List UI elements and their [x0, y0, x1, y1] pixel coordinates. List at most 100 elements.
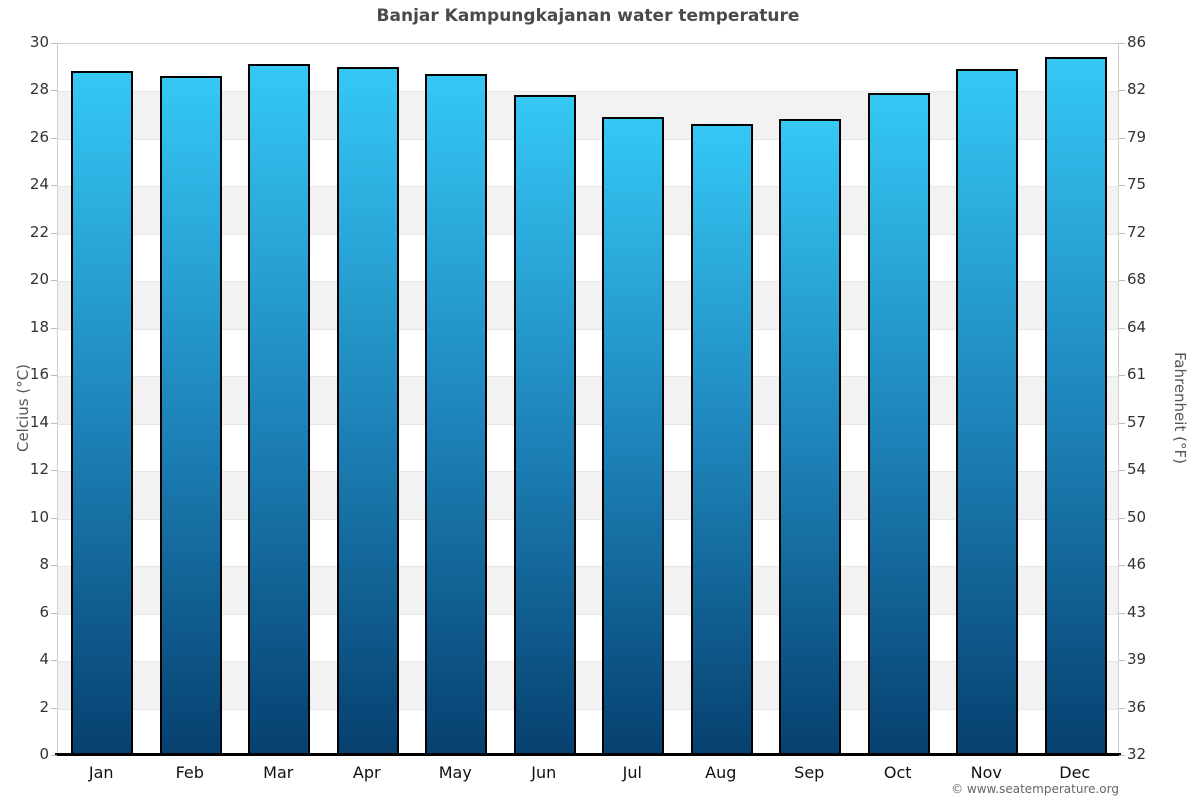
tick-mark [1119, 422, 1125, 424]
fahrenheit-tick-label: 57 [1127, 412, 1147, 431]
tick-mark [51, 422, 57, 424]
fahrenheit-tick-label: 82 [1127, 80, 1147, 99]
tick-mark [1119, 137, 1125, 139]
x-label-oct: Oct [883, 763, 912, 782]
gridline [58, 233, 1118, 235]
tick-mark [1119, 755, 1125, 756]
x-axis-baseline [55, 753, 1121, 756]
gridline [58, 281, 1118, 283]
tick-mark [1119, 517, 1125, 519]
chart-title: Banjar Kampungkajanan water temperature [376, 6, 800, 26]
background-band [58, 423, 1118, 472]
tick-mark [51, 755, 57, 756]
celsius-tick-label: 16 [29, 365, 49, 384]
bar-feb [159, 76, 222, 755]
bar-sep [779, 118, 842, 755]
fahrenheit-tick-label: 50 [1127, 507, 1147, 526]
fahrenheit-tick-label: 79 [1127, 127, 1147, 146]
fahrenheit-tick-label: 54 [1127, 460, 1147, 479]
fahrenheit-tick-label: 32 [1127, 745, 1147, 763]
background-band [58, 328, 1118, 377]
background-band [58, 708, 1118, 756]
x-label-may: May [438, 763, 472, 782]
background-band [58, 566, 1118, 614]
gridline [58, 661, 1118, 663]
tick-mark [1119, 280, 1125, 282]
gridline [58, 613, 1118, 615]
background-band [58, 471, 1118, 519]
fahrenheit-tick-label: 64 [1127, 317, 1147, 336]
background-band [58, 661, 1118, 709]
fahrenheit-tick-label: 46 [1127, 555, 1147, 574]
background-band [58, 138, 1118, 187]
x-label-jul: Jul [622, 763, 642, 782]
background-band [58, 376, 1118, 424]
bar-jul [602, 116, 665, 755]
celsius-tick-label: 10 [29, 507, 49, 526]
fahrenheit-axis-title: Fahrenheit (°F) [1171, 352, 1189, 464]
bar-dec [1044, 57, 1107, 755]
celsius-tick-label: 28 [29, 80, 49, 99]
tick-mark [51, 612, 57, 614]
celsius-tick-label: 24 [29, 175, 49, 194]
tick-mark [51, 90, 57, 92]
tick-mark [1119, 90, 1125, 92]
fahrenheit-tick-label: 75 [1127, 175, 1147, 194]
fahrenheit-tick-label: 61 [1127, 365, 1147, 384]
gridline [58, 518, 1118, 520]
x-label-aug: Aug [705, 763, 737, 782]
celsius-tick-label: 26 [29, 127, 49, 146]
gridline [58, 566, 1118, 568]
tick-mark [51, 470, 57, 472]
tick-mark [51, 517, 57, 519]
tick-mark [51, 707, 57, 709]
bar-mar [248, 64, 311, 755]
bar-oct [867, 92, 930, 755]
celsius-tick-label: 4 [39, 650, 49, 669]
tick-mark [1119, 660, 1125, 662]
celsius-tick-label: 12 [29, 460, 49, 479]
background-band [58, 91, 1118, 139]
tick-mark [51, 185, 57, 187]
plot-area [57, 43, 1119, 756]
celsius-tick-label: 6 [39, 602, 49, 621]
gridline [58, 423, 1118, 425]
tick-mark [1119, 185, 1125, 187]
bar-jun [513, 95, 576, 755]
fahrenheit-tick-label: 86 [1127, 33, 1147, 51]
celsius-tick-label: 18 [29, 317, 49, 336]
gridline [58, 138, 1118, 140]
background-band [58, 281, 1118, 329]
gridline [58, 328, 1118, 330]
copyright-link[interactable]: © www.seatemperature.org [951, 782, 1119, 796]
celsius-tick-label: 8 [39, 555, 49, 574]
fahrenheit-tick-label: 36 [1127, 697, 1147, 716]
gridline [58, 708, 1118, 710]
background-band [58, 518, 1118, 567]
fahrenheit-tick-label: 43 [1127, 602, 1147, 621]
background-band [58, 44, 1118, 92]
bar-may [425, 73, 488, 755]
x-label-feb: Feb [175, 763, 204, 782]
background-band [58, 613, 1118, 662]
tick-mark [51, 375, 57, 377]
tick-mark [51, 232, 57, 234]
tick-mark [51, 565, 57, 567]
x-label-jan: Jan [88, 763, 114, 782]
background-band [58, 186, 1118, 234]
gridline [58, 186, 1118, 188]
fahrenheit-tick-label: 72 [1127, 222, 1147, 241]
tick-mark [1119, 43, 1125, 44]
x-label-dec: Dec [1059, 763, 1091, 782]
tick-mark [51, 137, 57, 139]
bar-apr [336, 66, 399, 755]
gridline [58, 471, 1118, 473]
bar-nov [956, 69, 1019, 755]
x-label-mar: Mar [263, 763, 294, 782]
tick-mark [1119, 232, 1125, 234]
x-label-nov: Nov [970, 763, 1002, 782]
fahrenheit-tick-label: 68 [1127, 270, 1147, 289]
background-band [58, 233, 1118, 282]
gridline [58, 376, 1118, 378]
